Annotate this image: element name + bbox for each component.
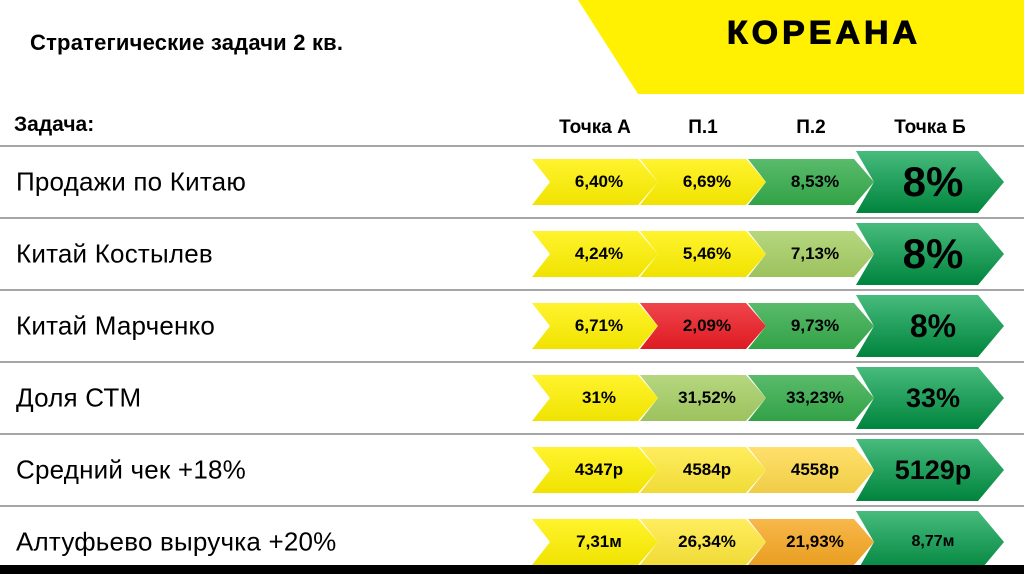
stage-arrow: 6,71% [532,303,658,349]
progress-arrows: 7,31м 26,34% 21,93% 8,77м [532,511,1004,573]
stage-arrow: 6,40% [532,159,658,205]
row-label: Доля СТМ [16,382,142,413]
col-header-p2: П.2 [796,117,826,138]
target-arrow: 5129р [856,439,1004,501]
table-header-row: Задача: Точка А П.1 П.2 Точка Б [0,100,1024,145]
row-label: Средний чек +18% [16,454,246,485]
table-row: Доля СТМ 31% 31,52% 33,23% 33% [0,361,1024,433]
stage-arrow: 21,93% [748,519,874,565]
target-arrow: 33% [856,367,1004,429]
stage-arrow: 7,31м [532,519,658,565]
row-label: Китай Костылев [16,238,213,269]
progress-arrows: 31% 31,52% 33,23% 33% [532,367,1004,429]
progress-arrows: 4347р 4584р 4558р 5129р [532,439,1004,501]
kpi-table: Задача: Точка А П.1 П.2 Точка Б Продажи … [0,100,1024,577]
target-arrow: 8% [856,223,1004,285]
slide-title: Стратегические задачи 2 кв. [30,30,344,55]
target-arrow: 8% [856,295,1004,357]
brand-logo: КОРЕАНА [726,14,922,52]
row-label: Алтуфьево выручка +20% [16,526,337,557]
progress-arrows: 6,71% 2,09% 9,73% 8% [532,295,1004,357]
col-header-p1: П.1 [688,117,718,138]
stage-arrow: 33,23% [748,375,874,421]
bottom-bar [0,565,1024,574]
task-column-header: Задача: [14,113,95,136]
progress-arrows: 4,24% 5,46% 7,13% 8% [532,223,1004,285]
table-row: Продажи по Китаю 6,40% 6,69% 8,53% 8% [0,145,1024,217]
target-arrow: 8,77м [856,511,1004,573]
slide-header: Стратегические задачи 2 кв. КОРЕАНА [0,0,1024,100]
progress-arrows: 6,40% 6,69% 8,53% 8% [532,151,1004,213]
stage-arrow: 4347р [532,447,658,493]
table-row: Средний чек +18% 4347р 4584р 4558р 5129р [0,433,1024,505]
stage-arrow: 26,34% [640,519,766,565]
table-row: Китай Костылев 4,24% 5,46% 7,13% 8% [0,217,1024,289]
stage-arrow: 31,52% [640,375,766,421]
stage-arrow: 5,46% [640,231,766,277]
stage-arrow: 9,73% [748,303,874,349]
stage-arrow: 2,09% [640,303,766,349]
logo-banner: КОРЕАНА [578,0,1024,94]
stage-arrow: 4558р [748,447,874,493]
stage-arrow: 4584р [640,447,766,493]
col-header-tochka-b: Точка Б [894,117,966,138]
stage-arrow: 7,13% [748,231,874,277]
row-label: Продажи по Китаю [16,166,247,197]
stage-arrow: 6,69% [640,159,766,205]
target-arrow: 8% [856,151,1004,213]
stage-arrow: 8,53% [748,159,874,205]
row-label: Китай Марченко [16,310,216,341]
stage-arrow: 4,24% [532,231,658,277]
stage-arrow: 31% [532,375,658,421]
column-headers: Точка А П.1 П.2 Точка Б [532,117,1004,139]
table-row: Китай Марченко 6,71% 2,09% 9,73% 8% [0,289,1024,361]
table-row: Алтуфьево выручка +20% 7,31м 26,34% 21,9… [0,505,1024,577]
col-header-tochka-a: Точка А [559,117,631,138]
